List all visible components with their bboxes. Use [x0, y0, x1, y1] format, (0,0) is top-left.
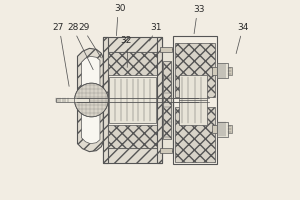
Bar — [163, 61, 171, 139]
Bar — [217, 63, 228, 78]
Bar — [212, 67, 217, 75]
Bar — [228, 125, 232, 133]
Text: 31: 31 — [150, 23, 162, 32]
Bar — [157, 37, 162, 163]
Bar — [109, 77, 156, 123]
Bar — [173, 36, 217, 164]
Text: 29: 29 — [78, 23, 90, 32]
Bar — [108, 52, 162, 75]
Bar — [217, 122, 228, 137]
Bar — [175, 107, 215, 162]
Bar — [228, 67, 232, 75]
Text: 30: 30 — [114, 4, 126, 13]
Text: 32: 32 — [120, 36, 131, 45]
Text: 27: 27 — [52, 23, 64, 32]
Bar — [175, 43, 215, 97]
Bar — [103, 148, 162, 163]
Bar — [108, 125, 162, 148]
Text: 33: 33 — [193, 5, 204, 14]
Bar — [162, 49, 173, 151]
Bar — [160, 148, 172, 153]
Bar — [179, 75, 207, 125]
Bar — [103, 37, 162, 52]
Circle shape — [74, 83, 108, 117]
Bar — [160, 47, 172, 52]
Text: 28: 28 — [68, 23, 79, 32]
Bar — [212, 125, 217, 133]
Bar — [103, 37, 108, 163]
Polygon shape — [82, 56, 100, 144]
Bar — [56, 98, 89, 102]
Polygon shape — [77, 48, 103, 152]
Text: 34: 34 — [238, 23, 249, 32]
